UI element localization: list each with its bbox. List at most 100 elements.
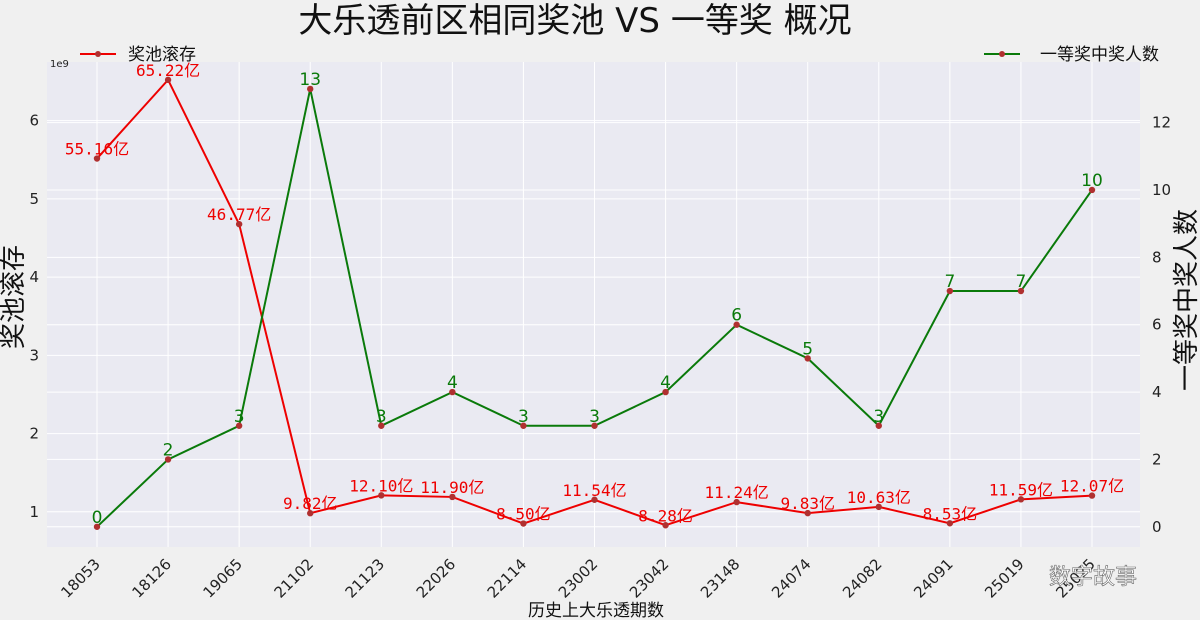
data-point: [235, 422, 243, 429]
watermark: 数字故事: [1049, 565, 1137, 590]
y-right-tick-label: 8: [1152, 248, 1162, 266]
legend-label-red: 奖池滚存: [128, 45, 196, 65]
y-tick-label: 2: [29, 425, 39, 443]
data-labels: 55.16亿 65.22亿 46.77亿 9.82亿 12.10亿 11.90亿 8.50亿…: [65, 61, 1124, 528]
data-point: [1017, 496, 1025, 503]
data-label: 3: [234, 407, 245, 427]
data-point: [591, 422, 598, 429]
x-tick-label: 25019: [981, 555, 1027, 601]
data-label: 46.77亿: [207, 205, 271, 224]
data-point: [946, 520, 954, 527]
data-point: [235, 220, 243, 228]
x-tick-label: 19065: [200, 555, 246, 601]
y-tick-label: 4: [29, 268, 39, 286]
y-tick-label: 6: [29, 112, 39, 130]
grid: [47, 62, 1140, 547]
data-point: [875, 422, 882, 429]
legend-marker-red: [95, 51, 101, 57]
y-axis-label: 奖池滚存: [0, 245, 29, 349]
y-right-tick-label: 6: [1152, 316, 1162, 334]
x-tick-label: 21102: [271, 555, 317, 601]
series-lines: [93, 76, 1096, 530]
y-right-tick-label: 12: [1152, 114, 1171, 132]
plot-area: [47, 62, 1140, 547]
data-point: [804, 509, 811, 517]
data-label: 10.63亿: [847, 488, 911, 507]
data-point: [662, 388, 669, 396]
data-point: [946, 287, 954, 295]
data-label: 8.28亿: [638, 506, 693, 525]
data-point: [1088, 492, 1096, 499]
x-tick-label: 23042: [626, 555, 672, 601]
y-right-tick-label: 0: [1152, 518, 1162, 536]
data-point: [733, 321, 740, 328]
legend-right: 一等奖中奖人数: [984, 45, 1159, 65]
data-label: 2: [163, 440, 174, 460]
legend-marker-green: [999, 51, 1005, 57]
data-point: [449, 493, 456, 501]
data-label: 6: [731, 306, 742, 326]
legend-label-green: 一等奖中奖人数: [1040, 45, 1159, 65]
data-label: 12.10亿: [349, 476, 413, 495]
x-tick-label: 18053: [57, 555, 103, 601]
data-label: 7: [944, 272, 955, 292]
data-point: [378, 492, 385, 499]
legend-left: 奖池滚存: [80, 45, 196, 65]
y-right-tick-label: 10: [1152, 181, 1171, 199]
x-tick-label: 18126: [128, 555, 174, 601]
y-right-tick-label: 2: [1152, 450, 1162, 468]
data-label: 12.07亿: [1060, 477, 1124, 496]
data-label: 11.54亿: [562, 481, 626, 500]
y-scale-label: 1e9: [50, 59, 69, 70]
data-label: 8.50亿: [496, 505, 551, 524]
x-tick-label: 24074: [768, 555, 814, 601]
x-tick-label: 22114: [484, 555, 530, 601]
data-point: [804, 355, 811, 362]
data-point: [1017, 287, 1025, 295]
data-label: 65.22亿: [136, 61, 200, 80]
data-point: [875, 503, 882, 511]
data-label: 9.82亿: [283, 494, 338, 513]
y-tick-label: 5: [29, 190, 39, 208]
data-point: [93, 155, 101, 162]
x-tick-label: 21123: [342, 555, 388, 601]
data-point: [520, 422, 527, 429]
data-label: 11.59亿: [989, 480, 1053, 499]
data-label: 9.83亿: [780, 494, 835, 513]
data-label: 3: [376, 407, 387, 427]
x-tick-label: 24091: [910, 555, 956, 601]
data-point: [164, 76, 172, 84]
data-label: 4: [447, 373, 458, 393]
data-point: [1088, 186, 1096, 194]
data-point: [378, 422, 385, 429]
x-tick-label: 24082: [839, 555, 885, 601]
data-point: [307, 85, 314, 93]
data-point: [733, 498, 740, 506]
x-axis-label: 历史上大乐透期数: [528, 601, 664, 620]
x-tick-label: 22026: [413, 555, 459, 601]
data-point: [449, 388, 456, 396]
data-label: 55.16亿: [65, 140, 129, 159]
y-right-tick-label: 4: [1152, 383, 1162, 401]
data-label: 11.90亿: [420, 478, 484, 497]
x-tick-label: 23148: [697, 555, 743, 601]
y-tick-label: 3: [29, 346, 39, 364]
data-label: 7: [1016, 272, 1027, 292]
data-point: [164, 456, 172, 463]
data-point: [662, 522, 669, 529]
y-axis-label-right: 一等奖中奖人数: [1172, 209, 1200, 391]
data-label: 5: [802, 339, 813, 359]
data-point: [520, 520, 527, 527]
data-point: [307, 510, 314, 517]
data-label: 10: [1081, 171, 1103, 191]
x-tick-label: 23002: [555, 555, 601, 601]
data-label: 13: [299, 70, 321, 90]
data-label: 3: [518, 407, 529, 427]
data-point: [93, 523, 101, 530]
y-tick-label: 1: [29, 503, 39, 521]
data-label: 8.53亿: [923, 504, 978, 523]
data-point: [591, 496, 598, 503]
data-label: 11.24亿: [705, 483, 769, 502]
chart-title: 大乐透前区相同奖池 VS 一等奖 概况: [298, 1, 851, 41]
